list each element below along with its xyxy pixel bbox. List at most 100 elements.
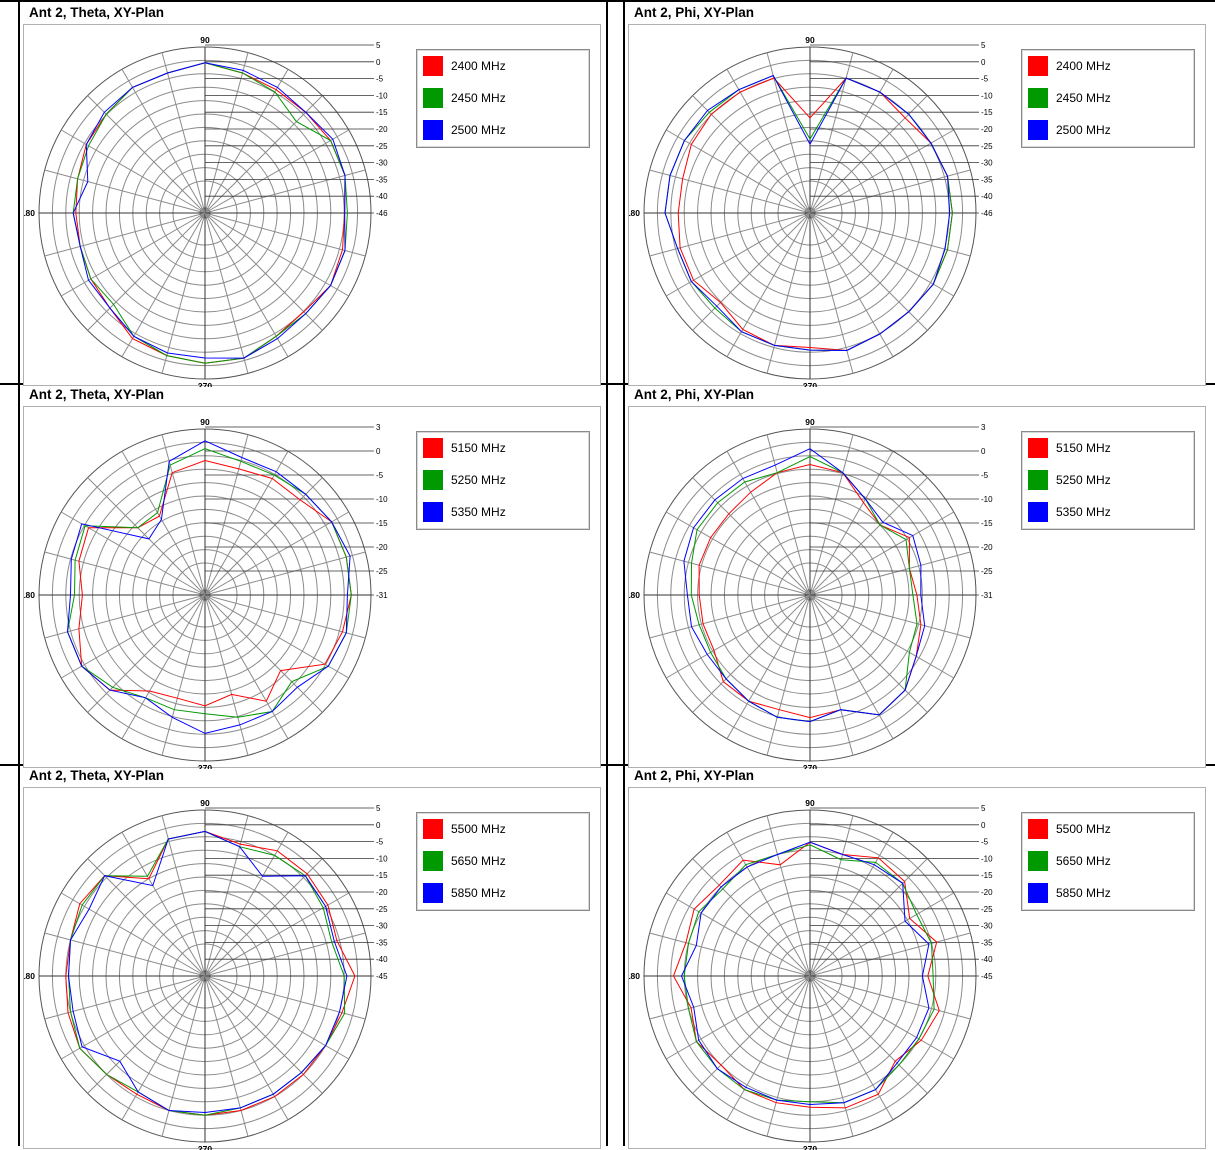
radial-tick-label: 3 [981,423,986,432]
grid-spoke [204,932,366,977]
radial-tick-label: 0 [376,447,381,456]
grid-spoke [809,212,894,358]
radial-tick-label: -15 [376,108,388,117]
grid-spoke [665,594,811,679]
chart-title: Ant 2, Phi, XY-Plan [634,768,755,783]
angle-label-180: 180 [629,208,640,218]
legend-item: 5250 MHz [423,470,506,490]
grid-spoke [766,975,811,1137]
grid-spoke [809,892,955,977]
legend-swatch [1028,56,1048,76]
polar-chart: 5 0 -5 -10 -15 -20 -25 -30 -35 -40 -46 90 180 270 [629,35,993,387]
grid-spoke [87,95,206,214]
grid-spoke [809,594,928,713]
legend-label: 5850 MHz [1056,886,1111,900]
radial-tick-label: -25 [376,142,388,151]
chart-title: Ant 2, Theta, XY-Plan [29,387,165,402]
legend-label: 2500 MHz [451,123,506,137]
legend: 5150 MHz 5250 MHz 5350 MHz [416,431,590,530]
radial-tick-label: -45 [376,972,388,981]
grid-spoke [809,212,971,257]
legend-label: 5150 MHz [1056,441,1111,455]
grid-spoke [809,212,928,331]
legend-item: 5350 MHz [1028,502,1111,522]
chart-title: Ant 2, Phi, XY-Plan [634,387,755,402]
angle-label-90: 90 [200,417,210,427]
grid-spoke [121,212,206,358]
grid-spoke [204,975,249,1137]
grid-spoke [204,594,249,756]
grid-spoke [809,594,955,679]
grid-spoke [204,551,366,596]
grid-spoke [204,975,289,1121]
grid-spoke [665,892,811,977]
radial-tick-label: -40 [981,955,993,964]
grid-spoke [44,212,206,257]
plot-area: 5 0 -5 -10 -15 -20 -25 -30 -35 -40 -45 90 180 270 5500… [628,787,1206,1150]
grid-spoke [204,95,323,214]
grid-spoke [766,212,811,374]
legend-item: 5850 MHz [423,883,506,903]
radial-tick-label: -20 [981,888,993,897]
radial-tick-label: 5 [376,804,381,813]
grid-spoke [649,212,811,257]
grid-spoke [649,594,811,639]
legend: 5500 MHz 5650 MHz 5850 MHz [1021,812,1195,911]
chart-cell-5: Ant 2, Phi, XY-Plan 5 0 -5 -10 -15 -20 -25 -30 -3… [624,768,1210,1150]
legend-item: 5150 MHz [423,438,506,458]
chart-cell-2: Ant 2, Theta, XY-Plan 3 0 -5 -10 -15 -20 -25 -31… [19,387,605,769]
radial-tick-label: -45 [981,972,993,981]
radial-tick-label: -30 [981,922,993,931]
grid-spoke [809,975,854,1137]
radial-tick-label: -30 [376,159,388,168]
radial-tick-label: -5 [376,471,384,480]
legend-swatch [423,851,443,871]
grid-spoke [692,95,811,214]
grid-spoke [809,932,971,977]
radial-tick-label: -20 [981,543,993,552]
radial-tick-label: -10 [376,854,388,863]
radial-tick-label: 3 [376,423,381,432]
radial-tick-label: -25 [981,142,993,151]
grid-spoke [665,511,811,596]
grid-spoke [204,212,323,331]
chart-title: Ant 2, Theta, XY-Plan [29,5,165,20]
grid-spoke [649,932,811,977]
legend-label: 2450 MHz [451,91,506,105]
grid-spoke [766,434,811,596]
polar-chart: 3 0 -5 -10 -15 -20 -25 -31 90 180 270 [629,417,993,769]
legend-swatch [1028,819,1048,839]
grid-spoke [44,932,206,977]
grid-spoke [692,477,811,596]
radial-tick-label: -10 [981,91,993,100]
radial-tick-label: -20 [376,888,388,897]
radial-tick-label: -5 [981,838,989,847]
radial-tick-label: -30 [981,159,993,168]
radial-tick-label: -30 [376,922,388,931]
legend-swatch [1028,851,1048,871]
grid-spoke [60,892,206,977]
grid-spoke [87,477,206,596]
grid-spoke [204,129,350,214]
angle-label-90: 90 [805,417,815,427]
grid-spoke [809,858,928,977]
grid-spoke [161,594,206,756]
legend-label: 5500 MHz [451,822,506,836]
radial-tick-label: -46 [981,209,993,218]
grid-spoke [204,511,350,596]
legend-item: 2500 MHz [1028,120,1111,140]
grid-spoke [44,594,206,639]
radial-tick-label: -25 [981,905,993,914]
grid-spoke [766,594,811,756]
legend-swatch [423,819,443,839]
grid-spoke [204,975,350,1060]
polar-chart: 5 0 -5 -10 -15 -20 -25 -30 -35 -40 -46 90 180 270 [24,35,388,387]
radial-tick-label: -10 [376,495,388,504]
legend-label: 5250 MHz [451,473,506,487]
series-trace-2 [66,440,351,734]
grid-spoke [809,594,971,639]
grid-spoke [766,52,811,214]
grid-spoke [161,975,206,1137]
series-trace-2 [67,830,348,1114]
